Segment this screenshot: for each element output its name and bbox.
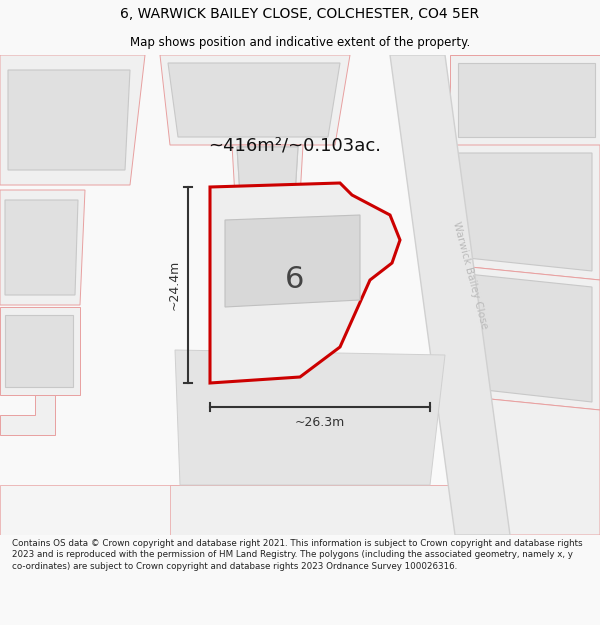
Polygon shape (0, 55, 145, 185)
Text: Contains OS data © Crown copyright and database right 2021. This information is : Contains OS data © Crown copyright and d… (12, 539, 583, 571)
Polygon shape (450, 265, 600, 410)
Text: 6, WARWICK BAILEY CLOSE, COLCHESTER, CO4 5ER: 6, WARWICK BAILEY CLOSE, COLCHESTER, CO4… (121, 7, 479, 21)
Polygon shape (450, 145, 600, 280)
Text: ~24.4m: ~24.4m (167, 260, 181, 310)
Polygon shape (5, 315, 73, 387)
Polygon shape (160, 55, 350, 145)
Polygon shape (0, 307, 80, 395)
Text: Map shows position and indicative extent of the property.: Map shows position and indicative extent… (130, 36, 470, 49)
Text: ~416m²/~0.103ac.: ~416m²/~0.103ac. (209, 136, 382, 154)
Polygon shape (0, 485, 455, 535)
Polygon shape (232, 145, 303, 197)
Polygon shape (175, 350, 445, 485)
Polygon shape (0, 190, 85, 305)
Polygon shape (0, 395, 55, 435)
Text: ~26.3m: ~26.3m (295, 416, 345, 429)
Polygon shape (5, 200, 78, 295)
Polygon shape (237, 147, 298, 195)
Polygon shape (237, 147, 298, 195)
Polygon shape (450, 55, 600, 145)
Polygon shape (450, 395, 600, 535)
Polygon shape (458, 63, 595, 137)
Text: Warwick Bailey Close: Warwick Bailey Close (451, 220, 489, 330)
Polygon shape (8, 70, 130, 170)
Polygon shape (225, 215, 360, 307)
Polygon shape (170, 485, 455, 535)
Text: 6: 6 (286, 266, 305, 294)
Polygon shape (390, 55, 510, 535)
Polygon shape (458, 153, 592, 271)
Polygon shape (458, 273, 592, 402)
Polygon shape (168, 63, 340, 137)
Polygon shape (210, 183, 400, 383)
